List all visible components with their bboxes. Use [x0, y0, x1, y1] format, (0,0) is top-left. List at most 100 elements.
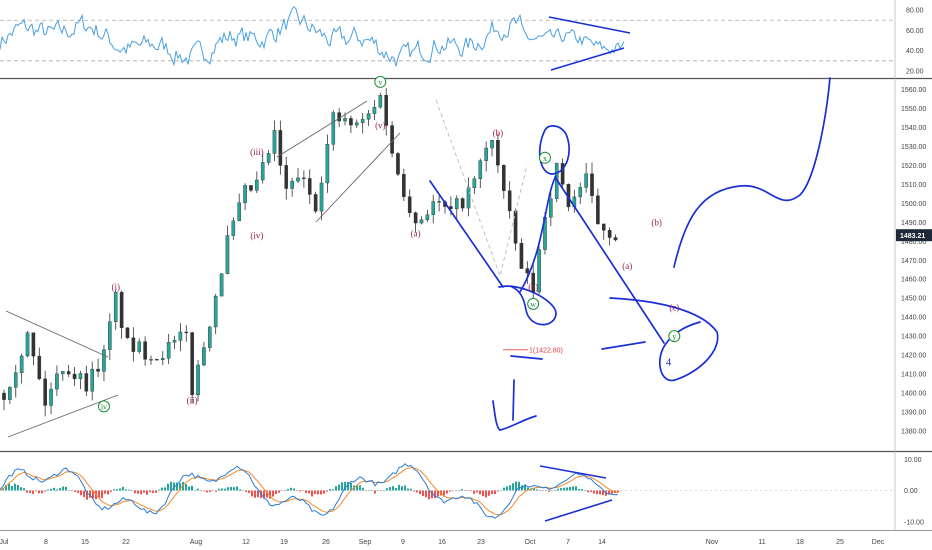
macd-hist-bar-down	[305, 490, 307, 493]
macd-hist-bar-up	[176, 482, 178, 491]
candle-down	[307, 178, 312, 195]
date-tick-label: 7	[566, 539, 570, 546]
candle-up	[419, 219, 424, 224]
macd-hist-bar-down	[86, 490, 88, 500]
macd-hist-bar-up	[122, 486, 124, 491]
candle-up	[243, 185, 247, 203]
macd-hist-bar-down	[587, 490, 589, 493]
macd-hist-bar-down	[140, 490, 142, 495]
candle-down	[596, 195, 600, 225]
candle-down	[249, 185, 253, 191]
rsi-line	[0, 5, 625, 67]
macd-hist-bar-down	[599, 490, 601, 495]
rsi-tick-label: 80.00	[906, 8, 924, 15]
macd-hist-bar-up	[125, 489, 127, 491]
macd-hist-bar-up	[575, 486, 577, 491]
candle-up	[8, 387, 12, 400]
macd-hist-bar-up	[335, 486, 337, 491]
stroke-mark-e	[499, 415, 537, 431]
macd-hist-bar-up	[404, 485, 406, 491]
macd-hist-bar-down	[308, 490, 310, 494]
candle-up	[207, 326, 212, 348]
price-tick-label: 1480.00	[901, 239, 926, 246]
macd-hist-bar-down	[548, 490, 550, 492]
wave-label: (b)	[651, 217, 662, 227]
macd-hist-bar-up	[410, 488, 412, 491]
candle-down	[613, 237, 618, 241]
candle-up	[178, 331, 183, 341]
macd-hist-bar-up	[401, 486, 403, 491]
macd-hist-bar-down	[428, 490, 430, 500]
macd-hist-bar-up	[224, 488, 226, 491]
macd-hist-bar-up	[161, 487, 163, 491]
macd-hist-bar-down	[215, 490, 217, 492]
macd-hist-bar-down	[314, 490, 316, 495]
candle-down	[496, 140, 500, 166]
macd-hist-bar-down	[29, 490, 31, 493]
candle-up	[472, 178, 477, 188]
candle-up	[225, 235, 230, 274]
macd-hist-bar-up	[131, 490, 133, 491]
macd-hist-bar-up	[188, 486, 190, 491]
macd-hist-bar-up	[503, 487, 505, 491]
macd-hist-bar-up	[20, 487, 22, 491]
date-tick-label: 23	[477, 539, 485, 546]
macd-hist-bar-up	[386, 488, 388, 491]
fib-level-label: 1(1422.80)	[529, 347, 563, 354]
candles-group	[2, 88, 618, 417]
candle-up	[13, 372, 18, 388]
macd-hist-bar-down	[77, 490, 79, 493]
macd-hist-bar-down	[617, 490, 619, 493]
macd-hist-bar-up	[14, 483, 16, 491]
macd-trendline-upper	[539, 465, 607, 479]
price-tick-label: 1430.00	[901, 334, 926, 341]
macd-hist-bar-up	[47, 489, 49, 491]
candle-up	[266, 153, 271, 163]
forecast-curve	[673, 77, 831, 268]
macd-hist-bar-down	[374, 490, 376, 494]
macd-hist-bar-up	[377, 490, 379, 491]
macd-hist-bar-down	[311, 490, 313, 497]
candle-up	[343, 118, 347, 122]
macd-hist-bar-up	[572, 486, 574, 491]
wave-label: w	[530, 300, 536, 309]
candle-up	[260, 162, 265, 181]
macd-hist-bar-up	[338, 484, 340, 491]
candle-up	[454, 198, 459, 209]
candle-down	[437, 201, 441, 203]
wave-label: v	[378, 78, 382, 87]
macd-hist-bar-down	[323, 490, 325, 494]
macd-hist-bar-up	[569, 486, 571, 491]
macd-hist-bar-down	[422, 490, 424, 497]
macd-histogram-group	[0, 481, 619, 500]
macd-hist-bar-up	[56, 489, 58, 491]
date-tick-label: 16	[438, 539, 446, 546]
macd-hist-bar-up	[515, 481, 517, 491]
price-tick-label: 1440.00	[901, 315, 926, 322]
macd-hist-bar-down	[437, 490, 439, 497]
price-tick-label: 1490.00	[901, 220, 926, 227]
macd-hist-bar-down	[209, 490, 211, 493]
stroke-mark-a	[601, 341, 646, 350]
macd-hist-bar-down	[470, 490, 472, 491]
macd-hist-bar-up	[11, 485, 13, 491]
macd-hist-bar-down	[611, 490, 613, 494]
candle-up	[331, 112, 336, 145]
candle-down	[607, 230, 612, 238]
macd-hist-bar-down	[455, 490, 457, 492]
macd-hist-bar-up	[395, 488, 397, 491]
macd-hist-bar-up	[194, 490, 196, 491]
macd-hist-bar-down	[152, 490, 154, 494]
macd-hist-bar-up	[59, 488, 61, 491]
macd-hist-bar-up	[290, 487, 292, 491]
candle-down	[390, 125, 394, 154]
macd-hist-bar-up	[461, 489, 463, 491]
macd-hist-bar-down	[269, 490, 271, 499]
macd-hist-bar-up	[185, 484, 187, 491]
macd-hist-bar-up	[116, 489, 118, 491]
macd-hist-bar-up	[221, 488, 223, 491]
macd-hist-bar-down	[608, 490, 610, 495]
date-tick-label: 15	[81, 539, 89, 546]
